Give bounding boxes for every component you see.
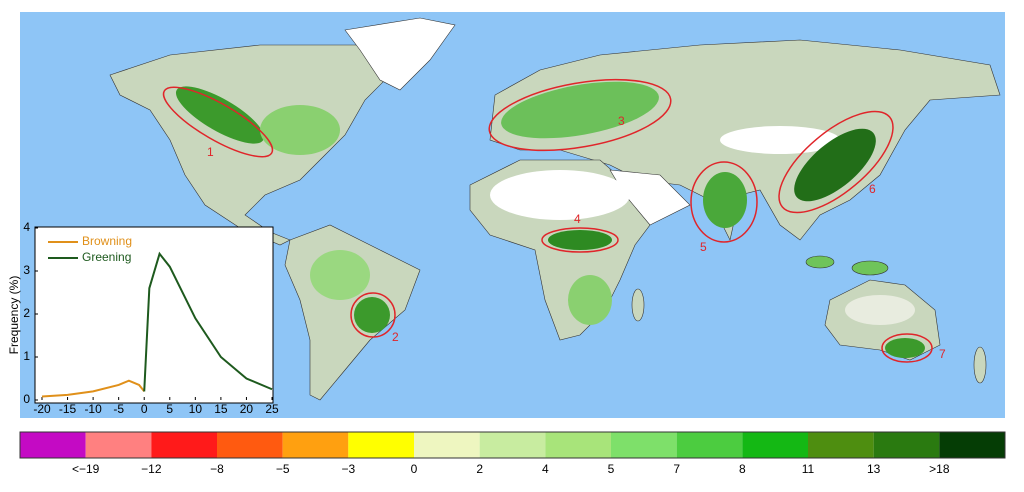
region-label: 4 [574,212,581,226]
x-tick-label: -10 [84,402,102,416]
region-outline [350,292,396,338]
region-outline [690,161,758,243]
colorbar-label: 8 [739,462,746,476]
colorbar-label: 0 [411,462,418,476]
colorbar-cell [808,432,874,458]
colorbar-label: 13 [867,462,881,476]
x-tick-label: 0 [141,402,148,416]
colorbar-label: <−19 [72,462,100,476]
inset-chart: -20 -15 -10 -5 0 5 10 15 20 25 0 1 2 3 4 Browning Greeni… [23,220,279,416]
colorbar-cell [742,432,808,458]
colorbar-label: −3 [341,462,355,476]
colorbar: <−19 −12 −8 −5 −3 0 2 4 5 7 8 11 13 >18 [19,431,1006,476]
colorbar-cell [611,432,677,458]
x-tick-label: 5 [166,402,173,416]
colorbar-cell [939,432,1005,458]
colorbar-cell [414,432,480,458]
colorbar-cell [20,432,86,458]
regions: 1 2 3 4 5 6 7 [162,78,946,363]
colorbar-label: 2 [476,462,483,476]
region-label: 2 [392,330,399,344]
y-tick-label: 0 [23,392,30,406]
x-tick-label: 20 [240,402,254,416]
region-label: 7 [939,347,946,361]
y-tick-label: 3 [23,263,30,277]
colorbar-label: 5 [608,462,615,476]
x-tick-label: 25 [265,402,279,416]
legend-label: Browning [82,234,132,248]
colorbar-label: 11 [802,462,815,476]
colorbar-cell [348,432,414,458]
x-tick-label: -5 [113,402,124,416]
y-axis-label: Frequency (%) [7,276,21,355]
x-tick-label: 10 [189,402,203,416]
region-label: 6 [869,182,876,196]
region-outline [488,78,672,152]
region-label: 1 [207,145,214,159]
x-tick-label: -20 [33,402,51,416]
region-outline [541,227,619,253]
series-line [143,251,273,392]
colorbar-label: 4 [542,462,549,476]
series-line [41,379,146,398]
region-outline [778,110,894,214]
colorbar-frame [19,431,1006,459]
colorbar-label: >18 [929,462,950,476]
x-tick-label: 15 [214,402,228,416]
region-outline [881,333,933,363]
region-label: 5 [700,240,707,254]
colorbar-cell [873,432,940,458]
colorbar-label: 7 [673,462,680,476]
colorbar-cell [479,432,546,458]
colorbar-cell [151,432,217,458]
colorbar-cell [85,432,152,458]
colorbar-label: −5 [276,462,290,476]
y-tick-label: 1 [23,349,30,363]
legend-label: Greening [82,250,131,264]
colorbar-cell [217,432,283,458]
y-tick-label: 4 [23,220,30,234]
colorbar-cell [282,432,349,458]
y-tick-label: 2 [23,306,30,320]
region-label: 3 [618,114,625,128]
colorbar-label: −8 [210,462,224,476]
inset-frame [34,226,274,404]
x-tick-label: -15 [59,402,77,416]
land [109,17,1001,401]
region-outline [162,86,274,158]
colorbar-label: −12 [141,462,162,476]
colorbar-cell [676,432,743,458]
colorbar-cell [545,432,611,458]
